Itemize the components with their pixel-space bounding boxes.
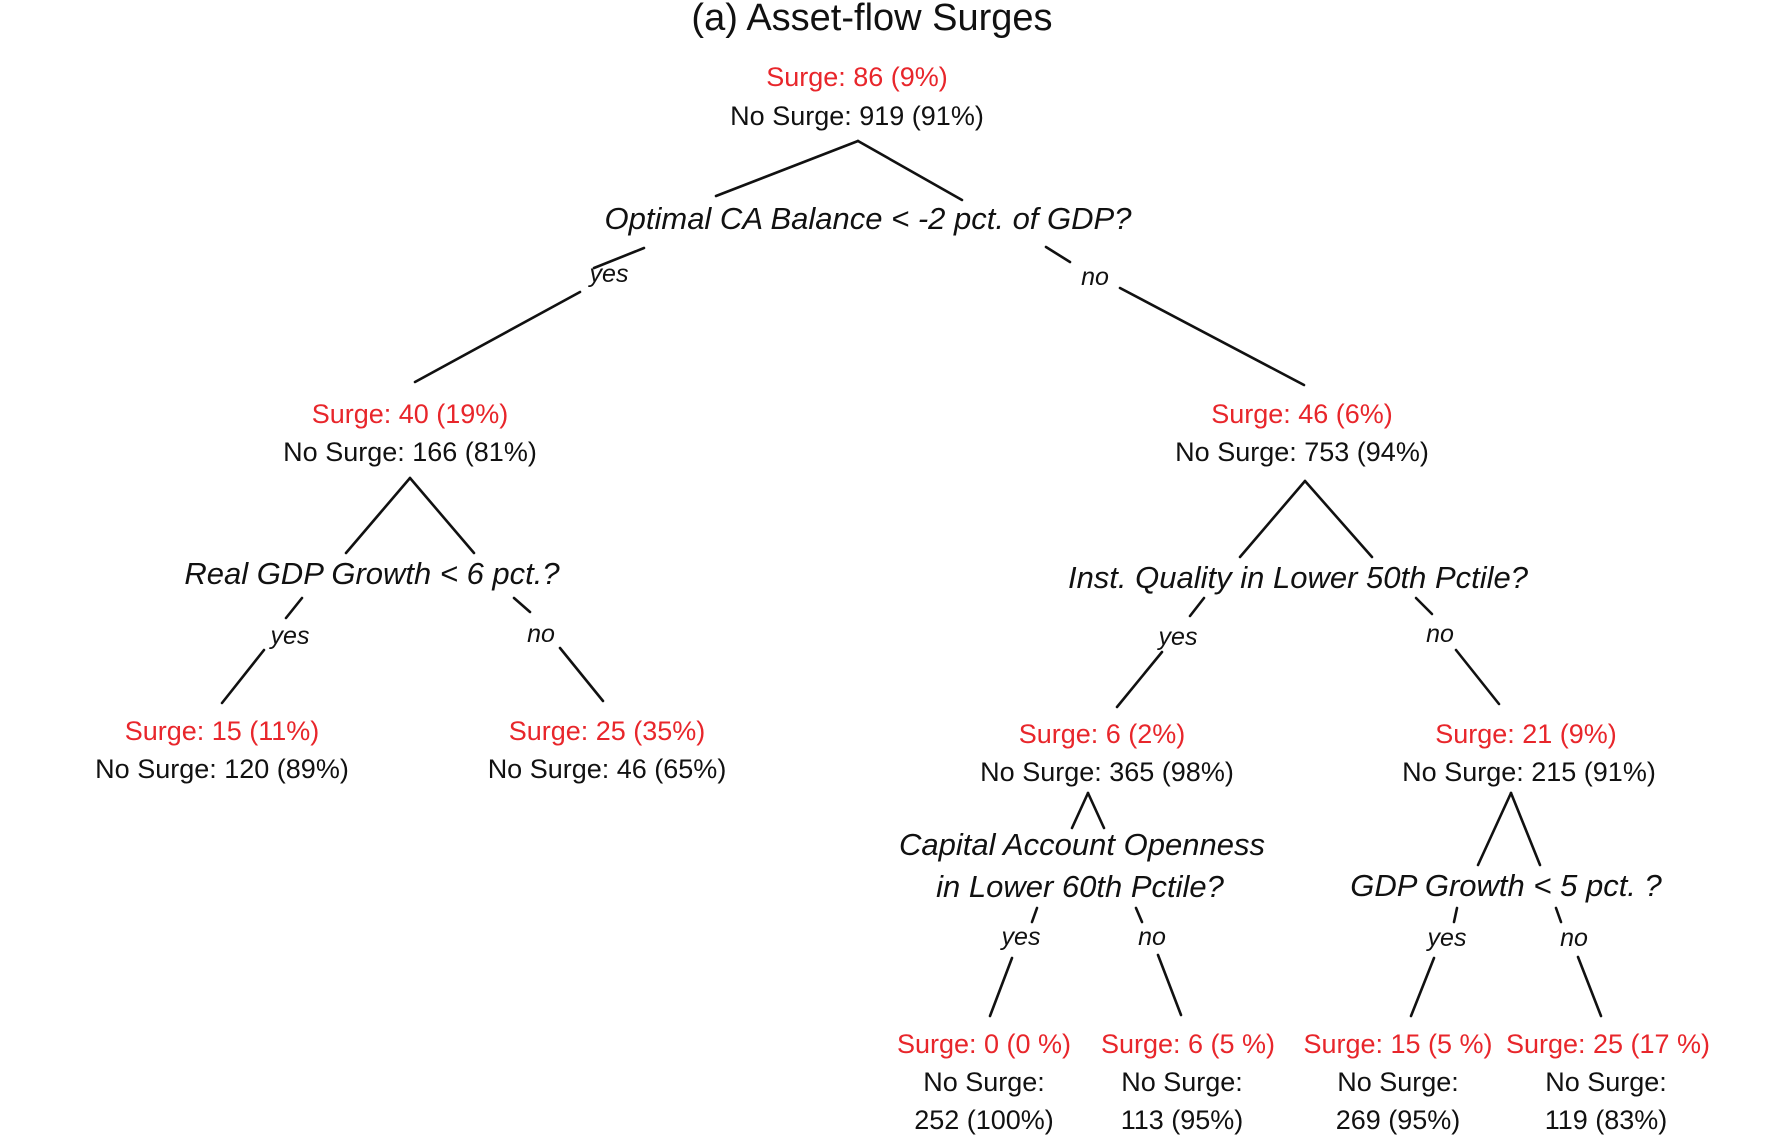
- edge-root-no-lower: [1118, 286, 1306, 387]
- edge-root-question-left: [714, 139, 860, 198]
- edge-rl-yes-lower: [988, 956, 1014, 1018]
- right-no-branch-yes: yes: [1426, 924, 1467, 952]
- right-yes-surge-count: Surge: 6 (2%): [1019, 719, 1186, 749]
- edge-rl-question-right: [1086, 791, 1106, 830]
- edge-rr-yes-upper: [1452, 906, 1459, 924]
- left-split-question: Real GDP Growth < 6 pct.?: [184, 556, 560, 591]
- right-surge-count: Surge: 46 (6%): [1211, 399, 1393, 429]
- edge-root-yes-upper: [592, 246, 646, 270]
- edge-right-question-left: [1238, 479, 1307, 559]
- edge-rl-question-left: [1070, 791, 1090, 830]
- edge-right-no-upper: [1414, 596, 1434, 616]
- root-branch-no: no: [1081, 263, 1109, 291]
- root-branch-yes: yes: [588, 260, 629, 288]
- leaf-left-no-no-surge: No Surge: 46 (65%): [488, 754, 727, 784]
- root-surge-count: Surge: 86 (9%): [766, 62, 948, 92]
- right-no-surge-count: Surge: 21 (9%): [1435, 719, 1617, 749]
- node-right-no: Surge: 21 (9%) No Surge: 215 (91%) GDP G…: [1350, 719, 1662, 952]
- right-yes-split-question-line2: in Lower 60th Pctile?: [936, 869, 1225, 904]
- right-no-surge-count: No Surge: 753 (94%): [1175, 437, 1429, 467]
- right-yes-split-question-line1: Capital Account Openness: [899, 827, 1265, 862]
- edge-left-yes-lower: [220, 648, 266, 705]
- edge-left-question-right: [408, 476, 476, 555]
- edge-left-yes-upper: [284, 596, 304, 620]
- edge-left-no-upper: [512, 596, 532, 614]
- edge-rl-yes-upper: [1030, 906, 1039, 924]
- node-right-yes: Surge: 6 (2%) No Surge: 365 (98%) Capita…: [899, 719, 1265, 951]
- edge-rr-yes-lower: [1409, 956, 1436, 1018]
- edge-rr-question-right: [1509, 791, 1542, 867]
- figure-title: (a) Asset-flow Surges: [691, 0, 1052, 39]
- leaf-ryy-no-surge-label: No Surge:: [923, 1067, 1045, 1097]
- tree-edges: [220, 139, 1603, 1018]
- leaf-rny-no-surge-count: 269 (95%): [1336, 1105, 1461, 1135]
- edge-rr-question-left: [1476, 791, 1513, 867]
- right-yes-branch-yes: yes: [1000, 923, 1041, 951]
- right-yes-no-surge-count: No Surge: 365 (98%): [980, 757, 1234, 787]
- leaf-ryy-no-surge-count: 252 (100%): [914, 1105, 1054, 1135]
- node-right: Surge: 46 (6%) No Surge: 753 (94%) Inst.…: [1068, 399, 1529, 651]
- left-branch-yes: yes: [269, 622, 310, 650]
- right-no-split-question: GDP Growth < 5 pct. ?: [1350, 868, 1662, 903]
- right-branch-no: no: [1426, 620, 1454, 648]
- leaf-left-yes-no-surge: No Surge: 120 (89%): [95, 754, 349, 784]
- root-split-question: Optimal CA Balance < -2 pct. of GDP?: [605, 201, 1133, 236]
- leaf-ryn-no-surge-count: 113 (95%): [1121, 1105, 1244, 1135]
- edge-rl-no-lower: [1156, 953, 1183, 1017]
- leaf-left-no-surge: Surge: 25 (35%): [509, 716, 706, 746]
- edge-root-question-right: [856, 139, 964, 202]
- leaf-rny-surge: Surge: 15 (5 %): [1303, 1029, 1492, 1059]
- root-no-surge-count: No Surge: 919 (91%): [730, 101, 984, 131]
- right-yes-branch-no: no: [1138, 923, 1166, 951]
- right-split-question: Inst. Quality in Lower 50th Pctile?: [1068, 560, 1529, 595]
- leaf-left-yes: Surge: 15 (11%) No Surge: 120 (89%): [95, 716, 349, 784]
- leaf-right-no-no: Surge: 25 (17 %) No Surge: 119 (83%): [1506, 1029, 1710, 1135]
- leaf-left-yes-surge: Surge: 15 (11%): [125, 716, 320, 746]
- edge-left-no-lower: [558, 646, 605, 703]
- leaf-rnn-no-surge-label: No Surge:: [1545, 1067, 1667, 1097]
- leaf-rny-no-surge-label: No Surge:: [1337, 1067, 1459, 1097]
- edge-rr-no-lower: [1576, 955, 1603, 1018]
- left-branch-no: no: [527, 620, 555, 648]
- left-no-surge-count: No Surge: 166 (81%): [283, 437, 537, 467]
- leaf-right-yes-no: Surge: 6 (5 %) No Surge: 113 (95%): [1101, 1029, 1275, 1135]
- edge-right-yes-lower: [1115, 650, 1164, 709]
- leaf-right-yes-yes: Surge: 0 (0 %) No Surge: 252 (100%): [897, 1029, 1071, 1135]
- edge-rl-no-upper: [1134, 906, 1144, 924]
- node-root: Surge: 86 (9%) No Surge: 919 (91%) Optim…: [588, 62, 1133, 291]
- leaf-ryn-no-surge-label: No Surge:: [1121, 1067, 1243, 1097]
- leaf-left-no: Surge: 25 (35%) No Surge: 46 (65%): [488, 716, 727, 784]
- edge-right-yes-upper: [1188, 596, 1206, 618]
- leaf-rnn-surge: Surge: 25 (17 %): [1506, 1029, 1710, 1059]
- edge-right-no-lower: [1454, 648, 1501, 706]
- leaf-rnn-no-surge-count: 119 (83%): [1545, 1105, 1668, 1135]
- edge-rr-no-upper: [1554, 906, 1563, 924]
- edge-root-yes-lower: [413, 290, 582, 384]
- right-no-no-surge-count: No Surge: 215 (91%): [1402, 757, 1656, 787]
- leaf-ryy-surge: Surge: 0 (0 %): [897, 1029, 1071, 1059]
- leaf-right-no-yes: Surge: 15 (5 %) No Surge: 269 (95%): [1303, 1029, 1492, 1135]
- edge-left-question-left: [344, 476, 412, 555]
- leaf-ryn-surge: Surge: 6 (5 %): [1101, 1029, 1275, 1059]
- left-surge-count: Surge: 40 (19%): [312, 399, 509, 429]
- node-left: Surge: 40 (19%) No Surge: 166 (81%) Real…: [184, 399, 560, 650]
- right-no-branch-no: no: [1560, 924, 1588, 952]
- edge-right-question-right: [1303, 479, 1374, 559]
- right-branch-yes: yes: [1157, 623, 1198, 651]
- edge-root-no-upper: [1044, 245, 1072, 264]
